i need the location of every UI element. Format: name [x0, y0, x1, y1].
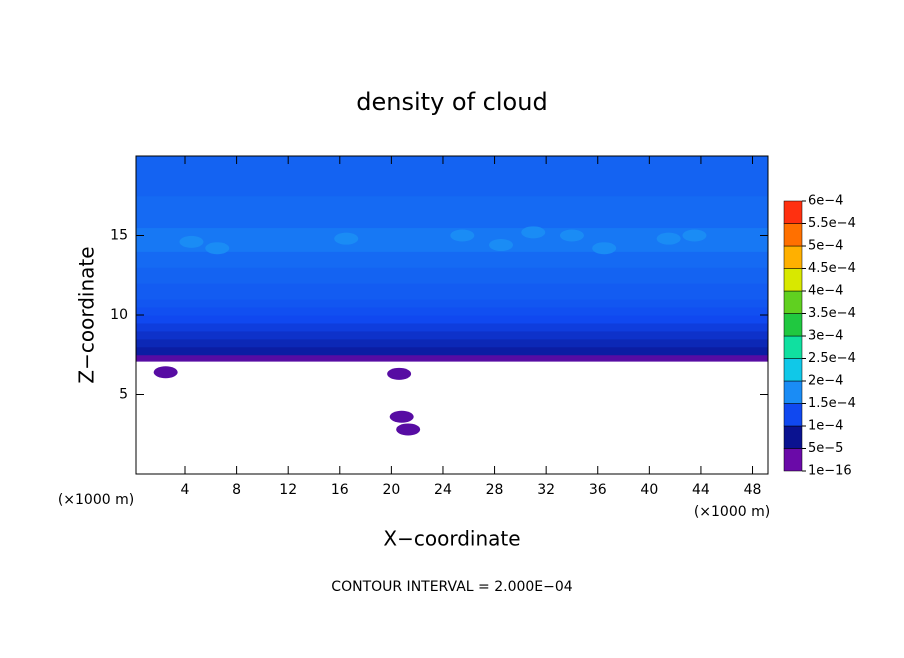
x-tick-label: 32	[537, 482, 555, 498]
contour-band	[136, 346, 768, 356]
colorbar-swatch	[783, 335, 803, 359]
contour-band	[136, 338, 768, 348]
colorbar-swatch	[783, 425, 803, 449]
contour-field	[136, 156, 768, 436]
colorbar-label: 4e−4	[808, 284, 843, 299]
x-tick-label: 16	[331, 482, 349, 498]
y-tick-label: 5	[119, 387, 128, 403]
contour-band	[136, 156, 768, 197]
colorbar-swatch	[783, 380, 803, 404]
colorbar-swatch	[783, 268, 803, 292]
colorbar-swatch	[783, 448, 803, 472]
y-unit: (×1000 m)	[58, 492, 134, 508]
contour-band	[136, 195, 768, 229]
contour-cell	[656, 232, 681, 245]
chart-title: density of cloud	[356, 88, 547, 116]
contour-band	[136, 283, 768, 300]
x-tick-label: 20	[382, 482, 400, 498]
contour-band	[136, 307, 768, 316]
x-tick-label: 4	[181, 482, 190, 498]
colorbar-swatch	[783, 403, 803, 427]
x-tick-label: 40	[640, 482, 658, 498]
x-tick-label: 36	[589, 482, 607, 498]
colorbar-label: 2.5e−4	[808, 351, 856, 366]
colorbar-label: 5e−5	[808, 441, 843, 456]
contour-cell	[450, 229, 475, 242]
x-tick-label: 48	[744, 482, 762, 498]
colorbar-label: 3.5e−4	[808, 306, 856, 321]
contour-cell	[389, 410, 414, 423]
contour-cell	[334, 232, 359, 245]
contour-interval: CONTOUR INTERVAL = 2.000E−04	[331, 579, 572, 595]
colorbar-swatch	[783, 200, 803, 224]
colorbar-label: 2e−4	[808, 374, 843, 389]
x-tick-label: 44	[692, 482, 710, 498]
contour-band	[136, 299, 768, 308]
contour-cell	[387, 367, 412, 380]
contour-cell	[592, 242, 617, 255]
colorbar-swatch	[783, 358, 803, 382]
colorbar-swatch	[783, 223, 803, 247]
contour-cell	[179, 235, 204, 248]
axes: 4 8 12 16 20 24 28 32 36 40 44 48510151e−165e−51e−4…	[110, 155, 856, 498]
contour-cell	[521, 226, 546, 239]
contour-band	[136, 267, 768, 284]
y-axis-label: Z−coordinate	[75, 246, 99, 383]
colorbar-label: 1.5e−4	[808, 396, 856, 411]
contour-cell	[559, 229, 584, 242]
x-tick-label: 12	[279, 482, 297, 498]
contour-cell	[682, 229, 707, 242]
colorbar-swatch	[783, 290, 803, 314]
x-tick-label: 28	[486, 482, 504, 498]
contour-band	[136, 251, 768, 268]
contour-cell	[396, 423, 421, 436]
contour-band	[136, 354, 768, 362]
colorbar-swatch	[783, 313, 803, 337]
colorbar-label: 1e−4	[808, 419, 843, 434]
colorbar-label: 3e−4	[808, 329, 843, 344]
colorbar-swatch	[783, 245, 803, 269]
contour-band	[136, 315, 768, 324]
contour-cell	[489, 239, 514, 252]
contour-cell	[153, 366, 178, 379]
colorbar-label: 1e−16	[808, 464, 852, 479]
colorbar-label: 5.5e−4	[808, 216, 856, 231]
contour-cell	[205, 242, 230, 255]
y-tick-label: 10	[110, 307, 128, 323]
colorbar-label: 6e−4	[808, 194, 843, 209]
x-axis-label: X−coordinate	[383, 527, 520, 551]
y-tick-label: 15	[110, 228, 128, 244]
x-tick-label: 8	[232, 482, 241, 498]
colorbar-label: 5e−4	[808, 239, 843, 254]
x-tick-label: 24	[434, 482, 452, 498]
contour-band	[136, 330, 768, 340]
colorbar-label: 4.5e−4	[808, 261, 856, 276]
contour-band	[136, 322, 768, 332]
x-unit: (×1000 m)	[694, 504, 770, 520]
